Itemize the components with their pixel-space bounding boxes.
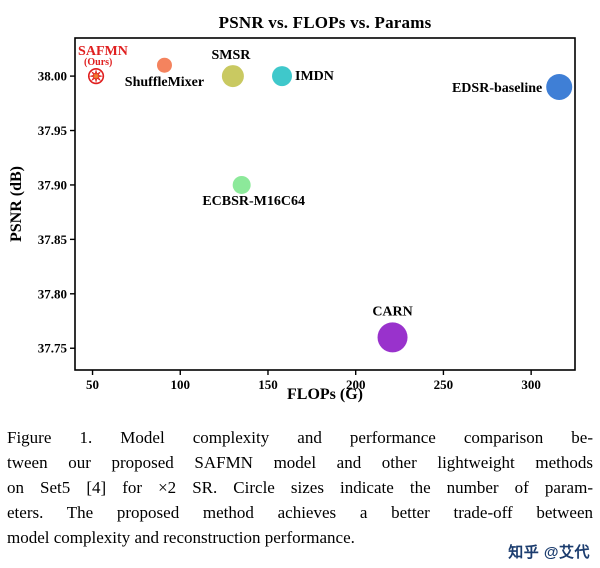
point-label-SAFMN: SAFMN — [78, 44, 128, 59]
chart-title: PSNR vs. FLOPs vs. Params — [218, 13, 432, 32]
point-label-CARN: CARN — [372, 304, 412, 319]
x-tick-label: 150 — [258, 377, 278, 392]
x-tick-label: 300 — [521, 377, 541, 392]
data-point-ShuffleMixer — [156, 57, 172, 73]
x-tick-label: 100 — [171, 377, 191, 392]
data-point-IMDN — [272, 66, 293, 87]
x-tick-label: 200 — [346, 377, 366, 392]
scatter-plot: 50 100 150 200 250 300 38.00 37.95 37.90 37.85 37.… — [38, 37, 576, 392]
caption-line: model complexity and reconstruction perf… — [7, 528, 355, 547]
watermark-zhihu: 知乎 @艾代 — [508, 544, 590, 561]
caption-line: eters. The proposed method achieves a be… — [7, 503, 593, 522]
caption-line: on Set5 [4] for ×2 SR. Circle sizes indi… — [7, 478, 593, 497]
y-axis-label: PSNR (dB) — [8, 165, 25, 243]
x-axis-label: FLOPs (G) — [287, 386, 363, 403]
psnr-flops-params-chart: PSNR vs. FLOPs vs. Params PSNR (dB) 50 10… — [8, 13, 576, 403]
data-point-CARN — [377, 322, 408, 353]
point-label-EDSR-baseline: EDSR-baseline — [452, 81, 542, 96]
data-point-ECBSR-M16C64 — [232, 175, 251, 194]
caption-line: Figure 1. Model complexity and performan… — [7, 428, 593, 447]
x-tick-label: 50 — [86, 377, 99, 392]
y-tick-label: 37.75 — [38, 341, 68, 356]
y-tick-label: 37.90 — [38, 177, 67, 192]
data-point-SAFMN-star-icon — [88, 69, 104, 84]
caption-line: tween our proposed SAFMN model and other… — [7, 453, 593, 472]
plot-border — [74, 37, 576, 371]
figure-caption: Figure 1. Model complexity and performan… — [0, 425, 600, 550]
data-point-SMSR — [221, 65, 244, 88]
x-tick-label: 250 — [434, 377, 454, 392]
y-tick-label: 37.80 — [38, 286, 67, 301]
point-label-SMSR: SMSR — [211, 48, 251, 63]
point-label-ECBSR-M16C64: ECBSR-M16C64 — [202, 194, 305, 209]
y-tick-label: 38.00 — [38, 69, 67, 84]
y-tick-label: 37.85 — [38, 232, 68, 247]
point-label-IMDN: IMDN — [295, 69, 334, 84]
point-label-ShuffleMixer: ShuffleMixer — [125, 75, 204, 90]
y-tick-label: 37.95 — [38, 123, 68, 138]
point-sublabel-SAFMN: (Ours) — [84, 57, 112, 68]
data-point-EDSR-baseline — [546, 73, 573, 100]
